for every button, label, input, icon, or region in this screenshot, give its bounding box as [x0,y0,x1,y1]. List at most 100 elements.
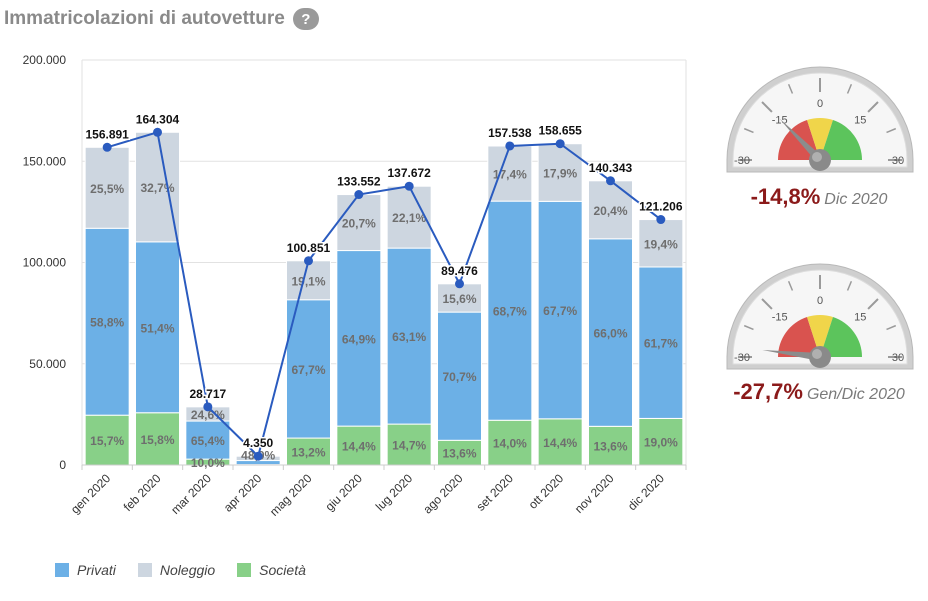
total-value-label: 4.350 [243,436,273,450]
bar-percent-label: 63,1% [392,330,426,344]
bar-segment [588,180,633,240]
legend-item-noleggio[interactable]: Noleggio [137,562,216,578]
bar-percent-label: 24,6% [191,408,225,422]
x-tick-label: apr 2020 [221,471,265,515]
gauge-month-caption: -14,8% Dic 2020 [710,184,928,210]
gauge-band-red [778,317,820,357]
total-point [102,142,112,152]
gauge-year: -30 -15 0 15 30 -27,7% Gen/Dic 2020 [710,257,928,404]
gauge-tick-label: 15 [854,115,866,127]
total-point [656,215,666,225]
bar-percent-label: 14,0% [493,437,527,451]
gauge-month-dial: -30 -15 0 15 30 [726,66,914,173]
bar-percent-label: 14,4% [342,440,376,454]
bar-segment [487,200,533,421]
bar-segment [286,260,331,301]
bar-segment [286,299,331,439]
x-tick-label: ago 2020 [420,471,466,517]
bar-percent-label: 15,7% [90,434,124,448]
total-value-label: 156.891 [85,127,129,141]
bar-percent-label: 13,2% [291,446,325,460]
total-value-label: 121.206 [639,200,683,214]
bar-percent-label: 20,7% [342,217,376,231]
x-tick-label: feb 2020 [121,471,164,514]
total-value-label: 100.851 [287,241,331,255]
bar-percent-label: 67,7% [543,304,577,318]
gauge-tick [743,127,754,134]
bar-percent-label: 15,6% [442,292,476,306]
gauge-tick-label: -30 [734,352,750,364]
bar-segment [386,185,432,249]
bar-percent-label: 19,4% [644,237,678,251]
y-tick-label: 150.000 [23,154,67,168]
gauge-year-value: -27,7% [733,379,803,404]
legend-label-societa: Società [259,562,306,578]
total-value-label: 158.655 [538,124,582,138]
total-point [606,176,615,186]
bar-percent-label: 65,4% [191,434,225,448]
bar-percent-label: 68,7% [493,305,527,319]
bar-segment [135,241,180,414]
gauge-tick-label: 30 [892,155,904,167]
total-point [505,141,515,151]
x-tick-label: dic 2020 [625,471,667,513]
gauge-tick [787,280,794,291]
total-point [404,181,414,191]
gauge-hub-highlight [812,349,822,359]
gauge-tick-label: 0 [817,295,823,307]
legend-item-privati[interactable]: Privati [55,562,116,578]
bar-segment [537,418,583,466]
bar-percent-label: 13,6% [442,447,476,461]
bar-percent-label: 10,0% [191,456,225,470]
bar-segment [84,227,130,416]
bar-percent-label: 22,1% [392,211,426,225]
y-tick-label: 100.000 [23,256,67,270]
bar-percent-label: 70,7% [442,370,476,384]
gauge-month-value: -14,8% [750,184,821,209]
total-point [354,190,364,200]
legend-label-noleggio: Noleggio [159,562,216,578]
gauge-band-green [820,120,862,160]
total-value-label: 28.717 [189,387,226,401]
bar-percent-label: 51,4% [140,321,174,335]
bar-percent-label: 66,0% [593,327,627,341]
bar-segment [135,131,180,243]
gauge-needle [779,118,823,163]
bar-percent-label: 14,4% [543,436,577,450]
gauge-tick-label: 0 [817,98,823,110]
legend-label-privati: Privati [77,562,116,578]
y-tick-label: 0 [59,458,66,472]
help-icon[interactable]: ? [292,8,319,30]
chart-legend: Privati Noleggio Società [55,562,306,578]
bar-percent-label: 20,4% [593,204,627,218]
bar-segment [386,247,432,425]
bar-percent-label: 64,9% [342,332,376,346]
bar-segment [537,200,583,420]
gauge-month-period: Dic 2020 [824,191,888,208]
bar-percent-label: 17,9% [543,167,577,181]
total-value-label: 157.538 [488,126,532,140]
bar-segment [84,414,130,466]
bar-segment [84,146,130,229]
gauge-tick [787,83,794,94]
bar-percent-label: 61,7% [644,337,678,351]
gauge-tick [867,101,879,113]
bar-percent-label: 32,7% [140,181,174,195]
total-point [203,402,213,412]
bar-percent-label: 58,8% [90,316,124,330]
bar-percent-label: 15,8% [140,433,174,447]
gauge-month: -30 -15 0 15 30 -14,8% Dic 2020 [710,60,928,209]
legend-item-societa[interactable]: Società [237,562,306,578]
total-value-label: 89.476 [441,264,478,278]
x-tick-label: ott 2020 [526,471,567,512]
bar-percent-label: 19,1% [291,274,325,288]
gauge-tick-label: -15 [772,115,788,127]
gauge-tick-label: -30 [734,155,750,167]
gauge-tick [846,280,853,291]
x-tick-label: mar 2020 [168,471,214,517]
gauge-band-yellow [807,315,833,357]
gauge-needle [762,350,821,361]
bar-segment [185,420,231,460]
total-value-label: 140.343 [589,161,633,175]
bar-percent-label: 14,7% [392,439,426,453]
